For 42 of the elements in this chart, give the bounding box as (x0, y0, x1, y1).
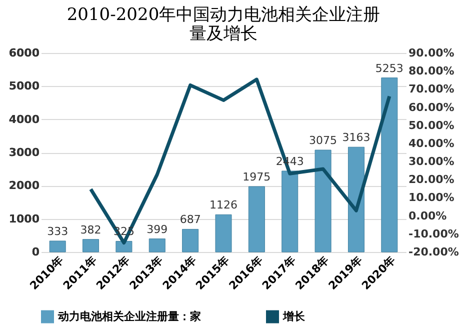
y-tick-label: 1000 (8, 212, 40, 226)
data-label: 1975 (242, 170, 271, 184)
data-label: 333 (47, 224, 68, 238)
data-label: 1126 (210, 198, 238, 212)
bar (182, 228, 199, 252)
y2-tick-label: 90.00% (408, 46, 454, 60)
bar (314, 150, 332, 252)
y2-tick-label: 70.00% (408, 82, 454, 96)
y-tick-label: 6000 (8, 46, 40, 60)
y2-tick-label: -20.00% (408, 246, 459, 258)
y2-tick-label: 30.00% (408, 155, 454, 168)
y2-tick-label: -10.00% (408, 227, 459, 240)
bar (148, 238, 166, 252)
legend-label: 增长 (282, 310, 306, 323)
y2-tick-label: 80.00% (408, 64, 454, 78)
y2-tick-label: 0.00% (408, 209, 447, 222)
bar (348, 146, 364, 252)
chart-title: 2010-2020年中国动力电池相关企业注册量及增长 (66, 5, 380, 44)
data-label: 399 (146, 222, 168, 236)
y2-tick-label: 10.00% (408, 191, 454, 204)
y2-tick-label: 60.00% (408, 100, 454, 114)
y-tick-label: 4000 (8, 112, 40, 126)
bar (49, 240, 66, 252)
y-tick-label: 2000 (8, 179, 40, 192)
y-tick-label: 0 (32, 246, 40, 258)
data-label: 3075 (309, 134, 338, 148)
bar (381, 78, 398, 252)
data-label: 5253 (375, 62, 404, 75)
y2-tick-label: 20.00% (408, 173, 454, 186)
bar (116, 240, 132, 252)
bar (282, 170, 298, 252)
y2-tick-label: 40.00% (408, 136, 454, 150)
data-label: 382 (80, 223, 102, 236)
data-label: 687 (180, 213, 201, 226)
bar (82, 239, 100, 252)
bar (248, 186, 265, 252)
legend-label: 动力电池相关企业注册量：家 (57, 310, 201, 323)
bar (215, 214, 232, 252)
data-label: 3163 (342, 131, 370, 144)
y-tick-label: 3000 (8, 146, 40, 159)
y2-tick-label: 50.00% (408, 118, 454, 132)
y-tick-label: 5000 (8, 80, 40, 93)
